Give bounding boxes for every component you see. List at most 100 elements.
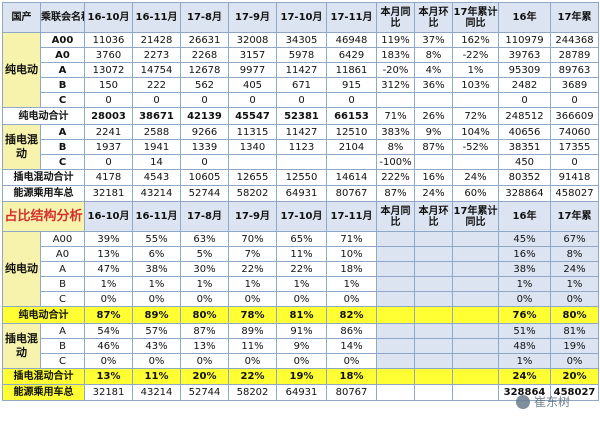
table-cell: 28003 <box>84 107 133 125</box>
table-cell: 1123 <box>276 139 327 155</box>
table-cell: 0 <box>550 154 599 170</box>
header-month: 17-9月 <box>228 201 277 232</box>
table-row: 插电混动 A 2241 2588 9266 11315 11427 12510 383% 9% 10… <box>2 124 599 170</box>
table-cell: 8% <box>414 47 453 63</box>
header-corner: 国产 <box>2 2 41 33</box>
table-cell <box>452 231 499 247</box>
table-row: C 0 14 0 -100% 450 0 <box>3 154 599 170</box>
table-cell: 8% <box>376 139 415 155</box>
table-cell: 1% <box>132 276 181 292</box>
table-cell: 6% <box>132 246 181 262</box>
table-cell: 32008 <box>228 32 277 48</box>
row-label: B <box>40 338 85 354</box>
table-cell <box>414 323 453 339</box>
table-cell: 11% <box>132 368 181 385</box>
table-cell: 14614 <box>326 169 377 186</box>
table-cell: 81% <box>550 323 599 339</box>
table-cell: 328864 <box>498 185 551 202</box>
table-cell: 1941 <box>132 139 181 155</box>
table-cell: 2273 <box>132 47 181 63</box>
table-cell: 32181 <box>84 185 133 202</box>
table-cell: 91% <box>276 323 327 339</box>
header-ratio: 本月环比 <box>414 201 453 232</box>
total-row: 插电混动合计 4178 4543 10605 12655 12550 14614 222% 16… <box>2 169 599 186</box>
table-cell <box>452 154 499 170</box>
data-table: 国产乘联会名称16-10月16-11月17-8月17-9月17-10月17-11… <box>2 2 599 401</box>
table-cell: 87% <box>84 306 133 324</box>
table-cell: 20% <box>180 368 229 385</box>
table-cell: 24% <box>414 185 453 202</box>
table-cell: 72% <box>452 107 499 125</box>
table-cell: 52381 <box>276 107 327 125</box>
table-cell <box>376 306 415 324</box>
table-cell: 60% <box>452 185 499 202</box>
table-cell <box>228 154 277 170</box>
table-cell: 1% <box>498 276 551 292</box>
table-cell <box>376 231 415 247</box>
table-cell: 11315 <box>228 124 277 140</box>
table-cell: 22% <box>228 261 277 277</box>
table-cell: 0% <box>228 291 277 307</box>
table-row: 纯电动 A00 39% 55% 63% 70% 65% 71% 45% 67% <box>2 231 599 307</box>
table-cell <box>414 384 453 401</box>
table-cell: 312% <box>376 77 415 93</box>
header-month: 16-11月 <box>132 201 181 232</box>
table-cell <box>452 353 499 369</box>
table-cell: 70% <box>228 231 277 247</box>
table-row: B 1% 1% 1% 1% 1% 1% 1% 1% <box>3 276 599 292</box>
table-cell: 86% <box>326 323 377 339</box>
table-cell: 0% <box>276 291 327 307</box>
header-year: 16年 <box>498 2 551 33</box>
table-cell: 40656 <box>498 124 551 140</box>
row-label: C <box>40 154 85 170</box>
table-cell: 458027 <box>550 384 599 401</box>
table-cell: 89% <box>228 323 277 339</box>
watermark-text: 崔东树 <box>533 395 570 409</box>
table-cell: 0% <box>326 291 377 307</box>
table-cell: 14 <box>132 154 181 170</box>
table-cell: 80767 <box>326 185 377 202</box>
table-cell: 5% <box>180 246 229 262</box>
table-cell <box>452 261 499 277</box>
table-cell: 8% <box>550 246 599 262</box>
table-cell: 0% <box>228 353 277 369</box>
table-cell: 38% <box>132 261 181 277</box>
table-cell: 12655 <box>228 169 277 186</box>
table-cell <box>452 368 499 385</box>
table-cell: 4543 <box>132 169 181 186</box>
table-cell: 0% <box>180 353 229 369</box>
table-cell <box>414 246 453 262</box>
header-ratio: 17年累计同比 <box>452 201 499 232</box>
table-cell: 4% <box>414 62 453 78</box>
table-cell <box>376 323 415 339</box>
table-cell: 405 <box>228 77 277 93</box>
table-cell: 7% <box>228 246 277 262</box>
table-cell: 13% <box>84 246 133 262</box>
table-cell: 87% <box>414 139 453 155</box>
table-cell: 0% <box>180 291 229 307</box>
table-cell <box>376 384 415 401</box>
table-cell: 383% <box>376 124 415 140</box>
table-cell: 78% <box>228 306 277 324</box>
table-cell: 0% <box>84 291 133 307</box>
table-cell: 0% <box>550 353 599 369</box>
table-cell: 6429 <box>326 47 377 63</box>
table-cell: 3157 <box>228 47 277 63</box>
total-row: 插电混动合计 13% 11% 20% 22% 19% 18% 24% 20% <box>2 368 599 385</box>
table-cell: 30% <box>180 261 229 277</box>
table-cell: 80767 <box>326 384 377 401</box>
table-cell: 26% <box>414 107 453 125</box>
table-cell: 28789 <box>550 47 599 63</box>
table-cell: 0% <box>132 353 181 369</box>
table-cell: 5978 <box>276 47 327 63</box>
table-cell: 1% <box>180 276 229 292</box>
table-cell: 0% <box>326 353 377 369</box>
header-month: 17-11月 <box>326 2 377 33</box>
row-label: B <box>40 139 85 155</box>
table-cell: 58202 <box>228 384 277 401</box>
table-cell: 18% <box>326 368 377 385</box>
table-cell <box>452 323 499 339</box>
row-label: A0 <box>40 47 85 63</box>
table-cell: 119% <box>376 32 415 48</box>
